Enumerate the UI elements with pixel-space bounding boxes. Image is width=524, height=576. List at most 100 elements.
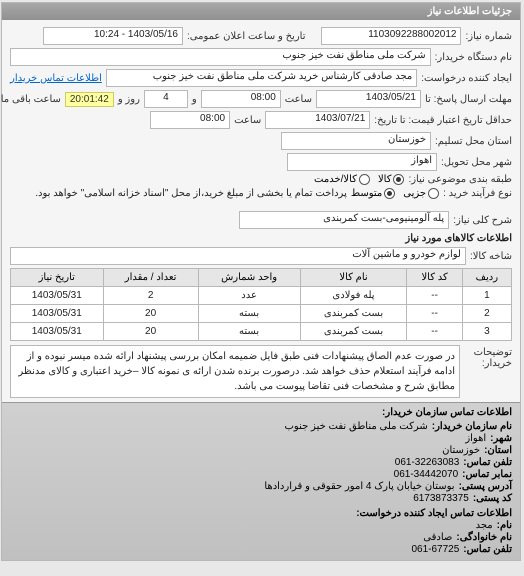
summary-value: پله آلومینیومی-بست کمربندی — [240, 211, 450, 229]
row-province: استان محل تسلیم: خوزستان — [11, 132, 513, 150]
cell-date: 1403/05/31 — [12, 305, 105, 323]
cell-unit: بسته — [199, 323, 301, 341]
buyer-value: شرکت ملی مناطق نفت خیز جنوب — [11, 48, 432, 66]
row-buyer: نام دستگاه خریدار: شرکت ملی مناطق نفت خی… — [11, 48, 513, 66]
contact-fax: نمابر تماس: 061-34442070 — [11, 469, 513, 480]
deadline-time: 08:00 — [202, 90, 282, 108]
cell-date: 1403/05/31 — [12, 323, 105, 341]
row-requester: ایجاد کننده درخواست: مجد صادقی کارشناس خ… — [11, 69, 513, 87]
cell-qty: 2 — [104, 287, 199, 305]
requester-value: مجد صادقی کارشناس خرید شرکت ملی مناطق نف… — [107, 69, 418, 87]
need-type-group: کالا کالا/خدمت — [315, 174, 405, 185]
province-label: استان محل تسلیم: — [436, 136, 513, 147]
table-row: 3--بست کمربندیبسته201403/05/31 — [12, 323, 513, 341]
col-code: کد کالا — [408, 269, 463, 287]
contact-surname-value: صادقی — [424, 532, 453, 543]
proc-note: پرداخت تمام یا بخشی از مبلغ خرید،از محل … — [36, 188, 348, 199]
row-need-type: طبقه بندی موضوعی نیاز: کالا کالا/خدمت — [11, 174, 513, 185]
items-section-title: اطلاعات کالاهای مورد نیاز — [11, 233, 513, 244]
days-and: و — [193, 94, 198, 105]
proc-medium-label: متوسط — [352, 188, 383, 199]
radio-icon — [429, 188, 440, 199]
contact-addr: آدرس پستی: بوستان خیابان پارک 4 امور حقو… — [11, 481, 513, 492]
contact-province-label: استان: — [485, 445, 513, 456]
cell-name: پله فولادی — [301, 287, 408, 305]
cell-date: 1403/05/31 — [12, 287, 105, 305]
need-type-service-label: کالا/خدمت — [315, 174, 358, 185]
contact-cphone-value: 061-67725 — [412, 544, 460, 555]
cell-n: 1 — [463, 287, 512, 305]
deadline-sa: ساعت — [286, 94, 313, 105]
contact-phone: تلفن تماس: 061-32263083 — [11, 457, 513, 468]
proc-small[interactable]: جزیی — [404, 188, 440, 199]
table-header-row: ردیف کد کالا نام کالا واحد شمارش تعداد /… — [12, 269, 513, 287]
contact-section-title: اطلاعات تماس سازمان خریدار: — [11, 407, 513, 418]
need-type-label: طبقه بندی موضوعی نیاز: — [409, 174, 513, 185]
radio-selected-icon — [394, 174, 405, 185]
cell-name: بست کمربندی — [301, 305, 408, 323]
cell-qty: 20 — [104, 305, 199, 323]
contact-city: شهر: اهواز — [11, 433, 513, 444]
contact-city-value: اهواز — [466, 433, 487, 444]
contact-province: استان: خوزستان — [11, 445, 513, 456]
cell-n: 3 — [463, 323, 512, 341]
days-unit: روز و — [119, 94, 141, 105]
contact-surname-label: نام خانوادگی: — [457, 532, 513, 543]
col-date: تاریخ نیاز — [12, 269, 105, 287]
summary-label: شرح کلی نیاز: — [454, 215, 513, 226]
req-contact-title: اطلاعات تماس ایجاد کننده درخواست: — [11, 508, 513, 519]
contact-fax-label: نمابر تماس: — [463, 469, 513, 480]
valid-label: حداقل تاریخ اعتبار قیمت: تا تاریخ: — [375, 115, 513, 126]
items-table: ردیف کد کالا نام کالا واحد شمارش تعداد /… — [11, 268, 513, 341]
announce-label: تاریخ و ساعت اعلان عمومی: — [188, 31, 307, 42]
deadline-send-label: مهلت ارسال پاسخ: تا — [426, 94, 513, 105]
need-type-kala[interactable]: کالا — [379, 174, 406, 185]
contact-fax-value: 061-34442070 — [395, 469, 460, 480]
notes-box: توضیحات خریدار: در صورت عدم الصاق پیشنها… — [11, 345, 513, 398]
row-proc-type: نوع فرآیند خرید : جزیی متوسط پرداخت تمام… — [11, 188, 513, 199]
radio-selected-icon — [385, 188, 396, 199]
row-req-number: شماره نیاز: 1103092288002012 تاریخ و ساع… — [11, 27, 513, 45]
col-row: ردیف — [463, 269, 512, 287]
cell-unit: بسته — [199, 305, 301, 323]
contact-link[interactable]: اطلاعات تماس خریدار — [11, 73, 103, 84]
row-valid: حداقل تاریخ اعتبار قیمت: تا تاریخ: 1403/… — [11, 111, 513, 129]
contact-city-label: شهر: — [491, 433, 513, 444]
details-panel: جزئیات اطلاعات نیاز شماره نیاز: 11030922… — [2, 2, 522, 561]
notes-label: توضیحات خریدار: — [465, 345, 513, 398]
cell-name: بست کمربندی — [301, 323, 408, 341]
contact-addr-label: آدرس پستی: — [460, 481, 513, 492]
row-deadline: مهلت ارسال پاسخ: تا 1403/05/21 ساعت 08:0… — [11, 90, 513, 108]
contact-name: نام: مجد — [11, 520, 513, 531]
panel-title: جزئیات اطلاعات نیاز — [3, 3, 521, 20]
buyer-label: نام دستگاه خریدار: — [436, 52, 513, 63]
row-city: شهر محل تحویل: اهواز — [11, 153, 513, 171]
table-row: 2--بست کمربندیبسته201403/05/31 — [12, 305, 513, 323]
contact-postal: کد پستی: 6173873375 — [11, 493, 513, 504]
contact-org-label: نام سازمان خریدار: — [433, 421, 513, 432]
province-value: خوزستان — [282, 132, 432, 150]
cell-code: -- — [408, 323, 463, 341]
category-value: لوازم خودرو و ماشین آلات — [11, 247, 467, 265]
req-number-value: 1103092288002012 — [322, 27, 462, 45]
contact-section: اطلاعات تماس سازمان خریدار: نام سازمان خ… — [3, 402, 521, 560]
cell-code: -- — [408, 287, 463, 305]
category-label: شاخه کالا: — [471, 251, 513, 262]
city-value: اهواز — [288, 153, 438, 171]
announce-value: 1403/05/16 - 10:24 — [44, 27, 184, 45]
contact-phone-label: تلفن تماس: — [464, 457, 513, 468]
contact-org-value: شرکت ملی مناطق نفت خیز جنوب — [286, 421, 429, 432]
countdown: 20:01:42 — [66, 92, 115, 107]
contact-province-value: خوزستان — [443, 445, 481, 456]
proc-type-label: نوع فرآیند خرید : — [444, 188, 513, 199]
proc-medium[interactable]: متوسط — [352, 188, 396, 199]
contact-addr-value: بوستان خیابان پارک 4 امور حقوقی و قراردا… — [265, 481, 455, 492]
need-type-service[interactable]: کالا/خدمت — [315, 174, 371, 185]
col-qty: تعداد / مقدار — [104, 269, 199, 287]
panel-body: شماره نیاز: 1103092288002012 تاریخ و ساع… — [3, 20, 521, 402]
contact-name-value: مجد — [477, 520, 494, 531]
row-category: شاخه کالا: لوازم خودرو و ماشین آلات — [11, 247, 513, 265]
valid-date: 1403/07/21 — [266, 111, 371, 129]
contact-phone-value: 061-32263083 — [396, 457, 461, 468]
need-type-kala-label: کالا — [379, 174, 393, 185]
